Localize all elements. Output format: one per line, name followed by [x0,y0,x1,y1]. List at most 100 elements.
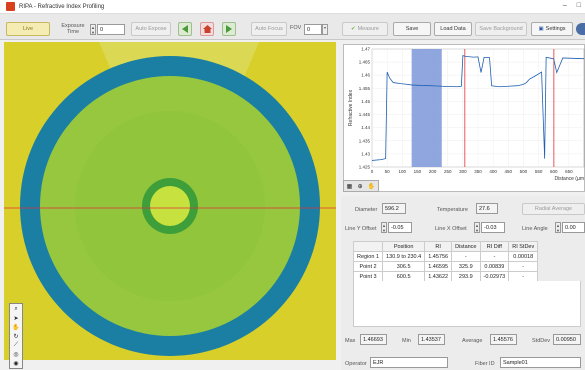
rotate-icon[interactable]: ↻ [13,334,19,340]
line-x-offset-stepper[interactable]: ▲ ▼ [474,222,480,233]
min-label: Min [402,338,411,344]
line-y-offset-label: Line Y Offset [345,226,377,232]
right-arrow-button[interactable] [222,22,236,36]
table-cell: 325.9 [451,261,481,272]
save-background-label: Save Background [479,26,523,32]
max-label: Max [345,338,356,344]
line-angle-field[interactable]: 0.00 [562,222,585,233]
reset-icon[interactable]: ◉ [13,361,19,367]
table-cell: 130.9 to 230.4 [382,251,426,262]
exposure-stepper[interactable]: ▲ ▼ [90,24,96,35]
hand-icon[interactable]: ✋ [367,183,376,190]
right-arrow-icon [226,25,232,33]
series-line [371,55,585,161]
checkmark-icon: ✔ [350,26,356,32]
table-cell: 0.00018 [508,251,539,262]
save-background-button[interactable]: Save Background [475,22,527,36]
left-arrow-button[interactable] [178,22,192,36]
y-tick-label: 1.425 [359,165,371,170]
stdev-field: 0.00950 [553,334,581,345]
line-angle-stepper[interactable]: ▲ ▼ [555,222,561,233]
y-tick-label: 1.435 [359,138,371,143]
maximize-icon[interactable]: □ [576,2,581,9]
fiber-id-field[interactable]: Sample01 [500,357,581,368]
operator-label: Operator [345,361,367,367]
measure-button[interactable]: ✔ Measure [342,22,388,36]
ri-profile-chart[interactable]: 0 50 100 150 200 250 300 350 400 450 500 550 600 650 1… [343,44,585,192]
zoom-icon[interactable]: ⊕ [357,183,363,190]
x-tick-label: 350 [474,169,482,174]
y-tick-label: 1.445 [359,112,371,117]
minimize-icon[interactable]: – [562,2,567,9]
settings-button[interactable]: ▣ Settings [531,22,573,36]
graph-tools: ▦ ⊕ ✋ [343,180,379,192]
y-tick-label: 1.46 [361,73,370,78]
temperature-field: 27.6 [476,203,498,214]
table-row[interactable]: Point 3 600.5 1.43622 293.9 -0.02973 - [352,271,539,282]
fov-select[interactable]: 0 [304,24,322,35]
live-button[interactable]: Live [6,22,50,36]
y-tick-label: 1.455 [359,86,371,91]
auto-expose-button[interactable]: Auto Expose [131,22,171,36]
column-header: RI [424,241,453,252]
radial-average-button[interactable]: Radial Average [522,203,585,215]
table-row[interactable]: Point 2 306.5 1.46595 325.9 0.00839 - [352,261,539,272]
y-axis-label: Refractive Index [348,89,354,126]
max-field: 1.46693 [360,334,387,345]
results-table-empty-area [353,281,581,327]
settings-icon[interactable] [576,23,585,35]
home-icon [202,25,212,33]
average-label: Average [462,338,483,344]
zoom-icon[interactable]: ⌕ [14,306,18,312]
operator-field[interactable]: EJR [370,357,448,368]
line-angle-label: Line Angle [522,226,548,232]
line-x-offset-label: Line X Offset [435,226,467,232]
stdev-label: StdDev [532,338,551,344]
column-header [352,241,384,252]
live-label: Live [22,26,34,32]
table-cell: 293.9 [451,271,481,282]
grid-icon[interactable]: ▦ [346,183,353,190]
slash-icon[interactable]: ⟋ [13,342,19,348]
x-tick-label: 300 [459,169,467,174]
table-cell: - [508,261,539,272]
y-tick-label: 1.43 [361,151,370,156]
fov-label: FOV [290,25,302,31]
y-tick-label: 1.45 [361,99,370,104]
line-x-offset-field[interactable]: -0.03 [481,222,505,233]
line-y-offset-field[interactable]: -0.05 [388,222,412,233]
fov-dropdown[interactable]: ▾ [322,24,328,35]
table-row[interactable]: Region 1 130.9 to 230.4 1.45756 - - 0.00… [352,251,539,262]
diameter-field: 596.2 [382,203,406,214]
settings-label: Settings [545,26,566,32]
table-cell: 1.46595 [424,261,453,272]
left-arrow-icon [182,25,188,33]
column-header: RI Diff [479,241,510,252]
results-table: Position RI Distance RI Diff RI StDev Re… [352,241,539,282]
hand-icon[interactable]: ✋ [12,325,20,331]
window-icon [6,2,15,11]
exposure-label: Exposure Time [61,23,85,35]
x-tick-label: 550 [535,169,543,174]
table-cell: - [479,251,510,262]
auto-focus-button[interactable]: Auto Focus [251,22,287,36]
lock-icon[interactable]: ◎ [13,352,19,358]
table-cell: Point 3 [352,271,384,282]
fiber-image-viewer[interactable] [4,42,336,360]
home-button[interactable] [200,22,214,36]
table-cell: Point 2 [352,261,384,272]
cursor-icon[interactable]: ➤ [13,316,19,322]
column-header: Position [382,241,426,252]
save-button[interactable]: Save [393,22,431,36]
line-y-offset-stepper[interactable]: ▲ ▼ [381,222,387,233]
window-controls: – □ [563,2,581,9]
load-data-button[interactable]: Load Data [434,22,472,36]
region-highlight [411,49,442,167]
exposure-field[interactable]: 0 [97,24,125,35]
floppy-icon: ▣ [538,26,544,32]
toolbar: Live Exposure Time ▲ ▼ 0 Auto Expose Auto… [0,14,585,40]
table-cell: 306.5 [382,261,426,272]
table-cell: - [451,251,481,262]
table-header-row: Position RI Distance RI Diff RI StDev [352,241,539,252]
radial-average-label: Radial Average [534,206,573,212]
